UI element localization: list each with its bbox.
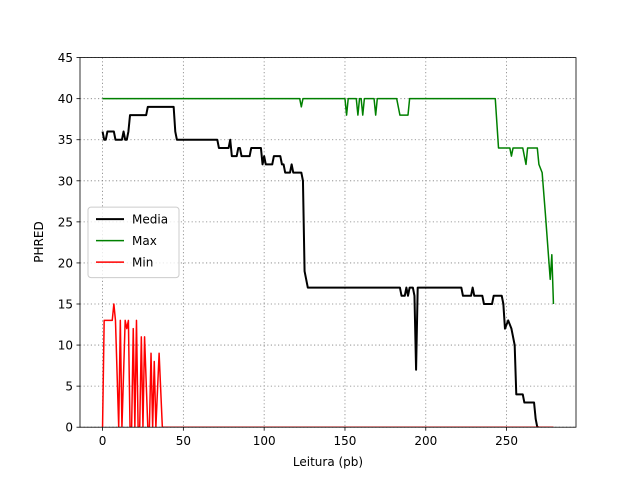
- legend-label: Min: [132, 256, 153, 270]
- legend-box: [87, 206, 180, 279]
- y-axis-label: PHRED: [32, 221, 46, 262]
- x-tick-label: 150: [334, 434, 357, 448]
- y-tick-label: 25: [58, 215, 73, 229]
- legend-label: Max: [132, 234, 157, 248]
- y-tick-label: 30: [58, 174, 73, 188]
- y-tick-label: 40: [58, 92, 73, 106]
- y-tick-label: 5: [65, 380, 73, 394]
- axes-frame: [79, 57, 577, 428]
- y-tick-label: 15: [58, 298, 73, 312]
- series-line: [102, 97, 555, 305]
- y-tick-label: 35: [58, 133, 73, 147]
- x-tick-label: 50: [176, 434, 191, 448]
- x-tick-label: 200: [414, 434, 437, 448]
- y-tick-label: 0: [65, 421, 73, 435]
- x-tick-label: 250: [495, 434, 518, 448]
- x-axis-label: Leitura (pb): [293, 455, 363, 469]
- y-tick-label: 10: [58, 339, 73, 353]
- series-line: [101, 105, 539, 428]
- x-tick-label: 0: [99, 434, 107, 448]
- legend-label: Media: [132, 213, 168, 227]
- y-tick-label: 45: [58, 51, 73, 65]
- x-tick-label: 100: [253, 434, 276, 448]
- y-tick-label: 20: [58, 256, 73, 270]
